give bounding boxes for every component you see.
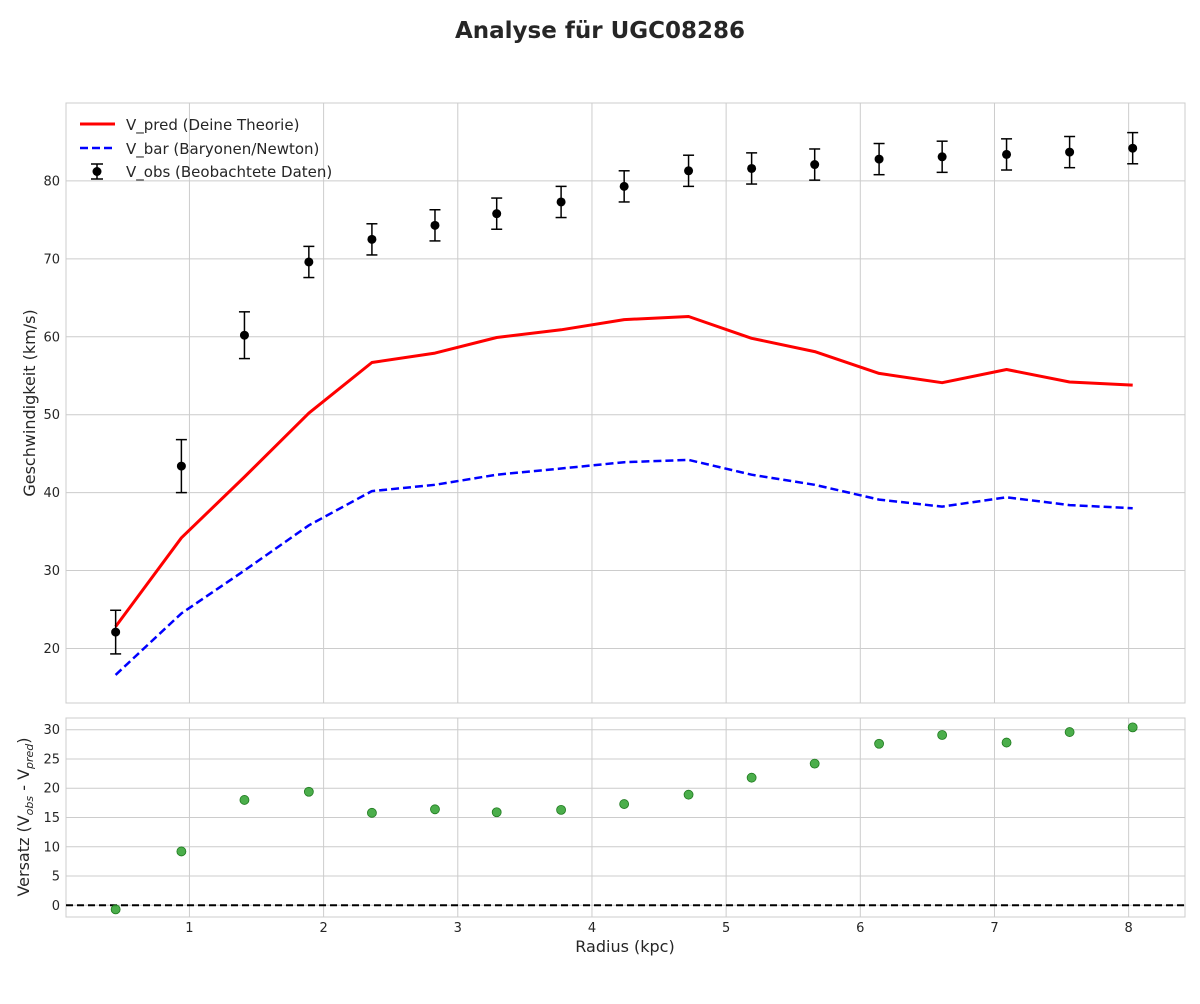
x-axis-label: Radius (kpc) [575, 937, 674, 956]
observed-point [110, 609, 122, 655]
observed-point [873, 142, 885, 176]
velocity-plot: 20 30 40 50 60 70 80 Geschwindigkeit (km/s) V_… [20, 102, 1186, 704]
observed-point [936, 140, 948, 174]
offset-point [874, 738, 884, 749]
offset-plot: 0 5 10 15 20 25 30 1 2 3 4 5 6 7 8 Versatz (Vobs - Vp… [14, 717, 1186, 956]
legend-obs-label: V_obs (Beobachtete Daten) [126, 163, 332, 182]
offset-point [746, 772, 757, 783]
offset-point [683, 789, 694, 800]
offset-grid [66, 718, 1185, 917]
x-tick-label: 5 [722, 921, 730, 936]
offset-point [110, 904, 121, 915]
figure-title: Analyse für UGC08286 [455, 18, 745, 44]
x-tick-label: 1 [185, 921, 193, 936]
observed-point [429, 209, 441, 242]
y-tick-label: 10 [43, 840, 60, 855]
y-tick-label: 25 [43, 752, 60, 767]
observed-marker [239, 330, 249, 340]
x-tick-label: 2 [319, 921, 327, 936]
x-tick-label: 7 [990, 921, 998, 936]
legend-pred-label: V_pred (Deine Theorie) [126, 116, 299, 135]
offset-x-ticks: 1 2 3 4 5 6 7 8 [185, 921, 1132, 936]
observed-point [618, 170, 630, 203]
legend-bar-label: V_bar (Baryonen/Newton) [126, 140, 319, 159]
y-tick-label: 20 [43, 642, 60, 657]
observed-marker [747, 163, 757, 173]
offset-point [176, 846, 187, 857]
observed-point [1127, 131, 1139, 165]
offset-point [619, 799, 630, 809]
observed-marker [1065, 147, 1075, 157]
observed-point [303, 245, 315, 279]
y-tick-label: 30 [43, 564, 60, 579]
x-tick-label: 8 [1125, 921, 1133, 936]
observed-point [175, 438, 187, 494]
offset-y-ticks: 0 5 10 15 20 25 30 [43, 723, 60, 914]
observed-marker [492, 209, 502, 219]
offset-y-axis-label: Versatz (Vobs - Vpred) [14, 737, 36, 896]
observed-marker [937, 152, 947, 162]
offset-point [937, 730, 948, 740]
offset-point [1127, 722, 1138, 733]
offset-point [430, 804, 440, 815]
observed-marker [556, 197, 566, 207]
velocity-marks [110, 131, 1139, 676]
observed-marker [430, 220, 440, 230]
offset-point [1001, 737, 1012, 748]
y-tick-label: 5 [52, 870, 60, 885]
legend-obs-swatch [91, 163, 103, 180]
observed-point [1064, 135, 1076, 169]
x-tick-label: 3 [454, 921, 462, 936]
x-tick-label: 4 [588, 921, 596, 936]
offset-point [491, 807, 502, 818]
offset-point [367, 807, 377, 818]
offset-point [556, 804, 566, 815]
offset-point [809, 758, 820, 769]
velocity-y-ticks: 20 30 40 50 60 70 80 [43, 174, 60, 657]
y-tick-label: 40 [43, 486, 60, 501]
y-tick-label: 0 [52, 899, 60, 914]
offset-marks [66, 722, 1185, 915]
observed-marker [874, 154, 884, 164]
x-tick-label: 6 [856, 921, 864, 936]
observed-marker [810, 160, 820, 170]
observed-point [555, 185, 567, 219]
y-tick-label: 80 [43, 174, 60, 189]
offset-point [303, 786, 314, 797]
observed-point [366, 223, 378, 256]
y-tick-label: 20 [43, 782, 60, 797]
observed-marker [619, 181, 629, 191]
y-tick-label: 30 [43, 723, 60, 738]
observed-point [491, 197, 503, 230]
velocity-y-axis-label: Geschwindigkeit (km/s) [20, 309, 39, 496]
y-tick-label: 50 [43, 408, 60, 423]
offset-point [1064, 727, 1075, 737]
observed-point [238, 311, 250, 360]
velocity-grid [66, 103, 1185, 703]
observed-marker [304, 257, 314, 267]
observed-marker [176, 461, 186, 471]
y-tick-label: 15 [43, 811, 60, 826]
observed-point [809, 148, 821, 181]
y-tick-label: 70 [43, 252, 60, 267]
observed-marker [1128, 143, 1138, 153]
observed-marker [111, 627, 121, 637]
observed-point [1001, 138, 1013, 171]
observed-marker [684, 166, 694, 176]
observed-point [683, 154, 695, 188]
observed-marker [367, 234, 377, 244]
observed-marker [1002, 149, 1012, 159]
baryon-velocity-line [114, 458, 1133, 676]
y-tick-label: 60 [43, 330, 60, 345]
observed-point [746, 152, 758, 185]
offset-point [239, 795, 250, 805]
predicted-velocity-line [114, 315, 1133, 628]
legend: V_pred (Deine Theorie) V_bar (Baryonen/N… [80, 116, 332, 182]
